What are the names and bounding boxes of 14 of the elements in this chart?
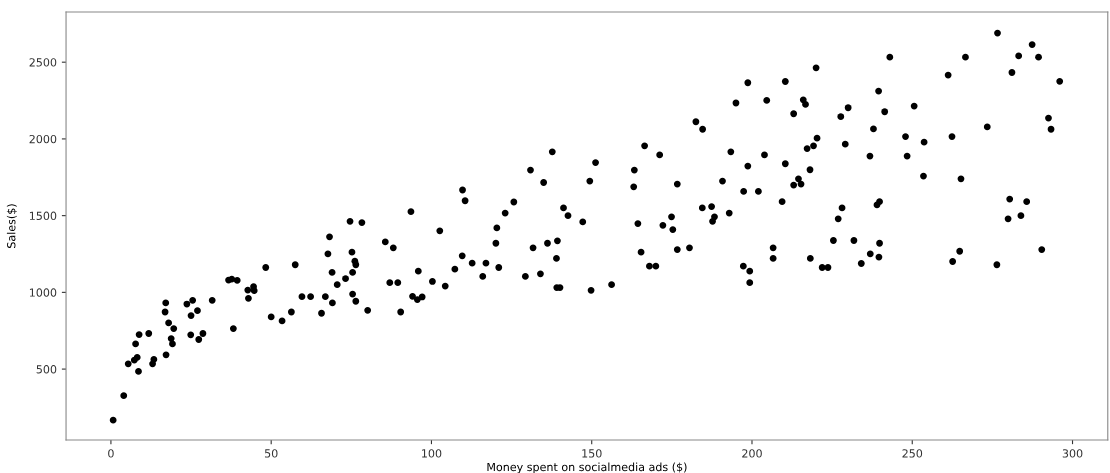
y-tick-label: 1000 <box>29 288 57 297</box>
x-tick-label: 250 <box>902 449 923 458</box>
x-axis-title: Money spent on socialmedia ads ($) <box>487 462 687 473</box>
x-tick-label: 150 <box>582 449 602 458</box>
y-tick-label: 500 <box>36 365 57 374</box>
y-tick-label: 1500 <box>29 211 57 221</box>
x-tick-label: 300 <box>1062 449 1083 458</box>
x-tick-label: 50 <box>264 449 278 458</box>
x-tick-label: 100 <box>422 449 442 458</box>
y-tick-label: 2000 <box>29 134 57 144</box>
x-tick-label: 0 <box>108 449 114 458</box>
y-tick-label: 2500 <box>29 58 57 67</box>
x-tick-label: 200 <box>742 449 762 458</box>
y-axis-title: Sales($) <box>6 204 17 248</box>
